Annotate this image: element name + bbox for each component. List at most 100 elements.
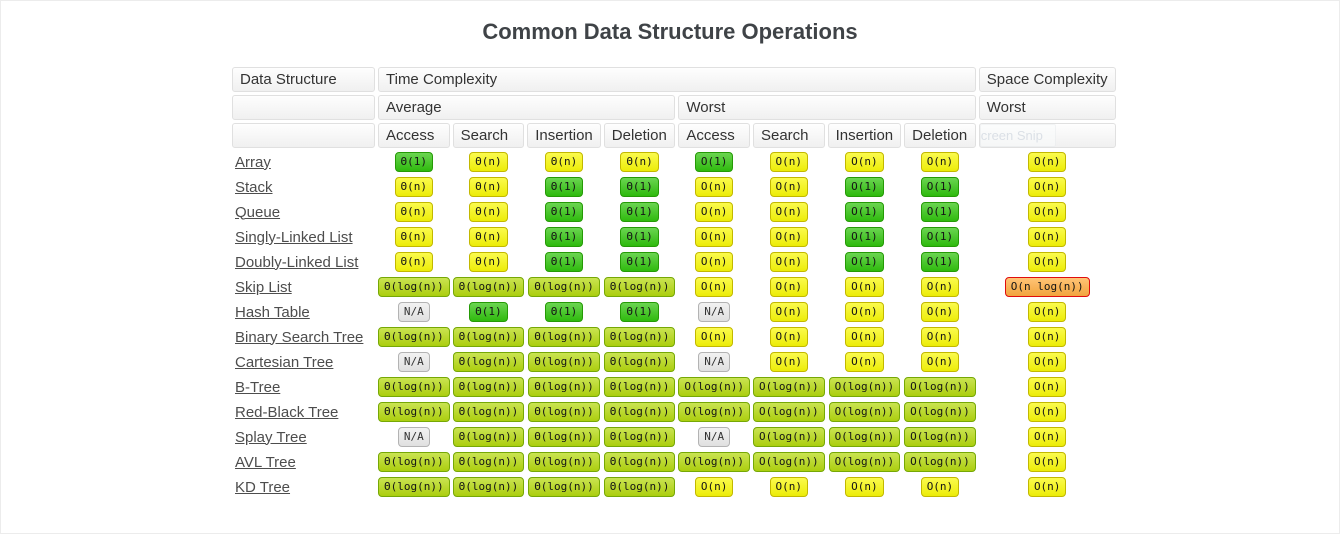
complexity-cell: O(n): [904, 151, 976, 173]
complexity-cell: Θ(log(n)): [452, 401, 525, 423]
complexity-badge: Θ(n): [544, 152, 584, 172]
datastructure-link[interactable]: Binary Search Tree: [235, 328, 364, 346]
datastructure-link[interactable]: Queue: [235, 203, 281, 221]
complexity-cell: Θ(log(n)): [527, 326, 601, 348]
complexity-cell: Θ(log(n)): [603, 376, 676, 398]
complexity-badge: Θ(log(n)): [528, 327, 600, 347]
datastructure-name-cell: Hash Table: [232, 301, 375, 323]
complexity-cell: O(n): [678, 251, 750, 273]
complexity-badge: Θ(log(n)): [528, 402, 600, 422]
complexity-cell: Θ(1): [527, 251, 601, 273]
header-avg-search: Search: [452, 123, 525, 148]
datastructure-name-cell: Singly-Linked List: [232, 226, 375, 248]
complexity-badge: Θ(1): [620, 227, 659, 247]
complexity-badge: O(1): [920, 202, 960, 222]
datastructure-name-cell: Stack: [232, 176, 375, 198]
datastructure-link[interactable]: Singly-Linked List: [235, 228, 353, 246]
complexity-badge: Θ(log(n)): [452, 377, 525, 397]
datastructure-name-cell: B-Tree: [232, 376, 375, 398]
complexity-cell: Θ(log(n)): [603, 401, 676, 423]
complexity-cell: Θ(1): [527, 176, 601, 198]
datastructure-link[interactable]: Array: [235, 153, 271, 171]
complexity-badge: O(n): [920, 302, 960, 322]
complexity-badge: O(n): [845, 327, 884, 347]
complexity-badge: O(n log(n)): [1004, 277, 1090, 297]
complexity-cell: Θ(log(n)): [603, 326, 676, 348]
datastructure-name-cell: Queue: [232, 201, 375, 223]
datastructure-name-cell: AVL Tree: [232, 451, 375, 473]
complexity-cell: O(log(n)): [828, 401, 902, 423]
complexity-badge: Θ(log(n)): [528, 277, 600, 297]
datastructure-link[interactable]: Stack: [235, 178, 273, 196]
complexity-badge: Θ(n): [469, 177, 508, 197]
complexity-cell: O(log(n)): [904, 426, 976, 448]
complexity-badge: O(n): [769, 477, 809, 497]
datastructure-link[interactable]: Skip List: [235, 278, 292, 296]
complexity-badge: O(n): [694, 477, 734, 497]
complexity-cell: O(n): [904, 476, 976, 498]
complexity-cell: Θ(n): [378, 251, 450, 273]
complexity-cell: O(n): [828, 351, 902, 373]
complexity-cell: O(log(n)): [904, 401, 976, 423]
complexity-badge: O(n): [845, 152, 884, 172]
complexity-cell: O(n): [979, 401, 1116, 423]
complexity-cell: O(n): [979, 151, 1116, 173]
complexity-cell: Θ(n): [453, 251, 525, 273]
header-space-complexity: Space Complexity: [978, 67, 1116, 92]
datastructure-link[interactable]: Cartesian Tree: [235, 353, 334, 371]
datastructure-link[interactable]: AVL Tree: [235, 453, 296, 471]
header-avg-access: Access: [378, 123, 450, 148]
complexity-cell: Θ(log(n)): [452, 426, 525, 448]
complexity-badge: O(n): [769, 302, 809, 322]
complexity-cell: Θ(log(n)): [452, 326, 525, 348]
complexity-badge: Θ(n): [469, 252, 508, 272]
complexity-badge: O(n): [1027, 477, 1067, 497]
datastructure-name-cell: Red-Black Tree: [232, 401, 375, 423]
datastructure-link[interactable]: Hash Table: [235, 303, 310, 321]
complexity-badge: Θ(log(n)): [603, 327, 676, 347]
complexity-badge: N/A: [397, 302, 430, 322]
datastructure-link[interactable]: Splay Tree: [235, 428, 307, 446]
complexity-badge: Θ(log(n)): [528, 377, 600, 397]
complexity-badge: O(n): [769, 152, 809, 172]
datastructure-link[interactable]: B-Tree: [235, 378, 281, 396]
complexity-cell: O(n): [979, 226, 1116, 248]
complexity-badge: Θ(n): [394, 202, 434, 222]
complexity-cell: O(log(n)): [904, 376, 976, 398]
complexity-badge: O(n): [694, 327, 734, 347]
complexity-badge: O(n): [1027, 177, 1067, 197]
complexity-cell: O(log(n)): [752, 401, 825, 423]
complexity-badge: O(n): [694, 277, 734, 297]
header-data-structure: Data Structure: [232, 67, 375, 92]
datastructure-link[interactable]: Doubly-Linked List: [235, 253, 359, 271]
complexity-cell: O(n): [753, 276, 825, 298]
complexity-badge: O(n): [1027, 202, 1067, 222]
datastructure-name-cell: KD Tree: [232, 476, 375, 498]
table-row: Hash Table N/A Θ(1) Θ(1) Θ(1) N/A O(n) O(n) O(n)…: [232, 301, 1116, 323]
complexity-cell: N/A: [378, 426, 450, 448]
complexity-cell: Θ(log(n)): [527, 276, 601, 298]
complexity-badge: Θ(log(n)): [378, 477, 450, 497]
complexity-badge: O(n): [769, 202, 809, 222]
datastructure-link[interactable]: Red-Black Tree: [235, 403, 339, 421]
complexity-cell: Θ(log(n)): [452, 476, 525, 498]
complexity-badge: O(log(n)): [828, 377, 901, 397]
complexity-cell: Θ(n): [453, 176, 525, 198]
complexity-badge: O(log(n)): [752, 377, 825, 397]
complexity-badge: O(log(n)): [828, 452, 901, 472]
page-title: Common Data Structure Operations: [482, 19, 858, 44]
complexity-cell: Θ(log(n)): [527, 376, 601, 398]
screen-snip-ghost-text: creen Snip: [979, 124, 1056, 147]
complexity-cell: O(n): [979, 476, 1116, 498]
complexity-badge: O(log(n)): [678, 377, 750, 397]
table-row: Skip List Θ(log(n)) Θ(log(n)) Θ(log(n)) Θ(lo…: [232, 276, 1116, 298]
complexity-badge: Θ(log(n)): [528, 352, 600, 372]
complexity-cell: Θ(1): [527, 201, 601, 223]
complexity-badge: Θ(1): [544, 252, 584, 272]
table-row: Singly-Linked List Θ(n) Θ(n) Θ(1) Θ(1) O(n) O(…: [232, 226, 1116, 248]
datastructure-link[interactable]: KD Tree: [235, 478, 291, 496]
table-row: B-Tree Θ(log(n)) Θ(log(n)) Θ(log(n)) Θ(log(n…: [232, 376, 1116, 398]
datastructure-name-cell: Doubly-Linked List: [232, 251, 375, 273]
complexity-badge: O(log(n)): [904, 452, 976, 472]
table-row: Splay Tree N/A Θ(log(n)) Θ(log(n)) Θ(log(n))…: [232, 426, 1116, 448]
